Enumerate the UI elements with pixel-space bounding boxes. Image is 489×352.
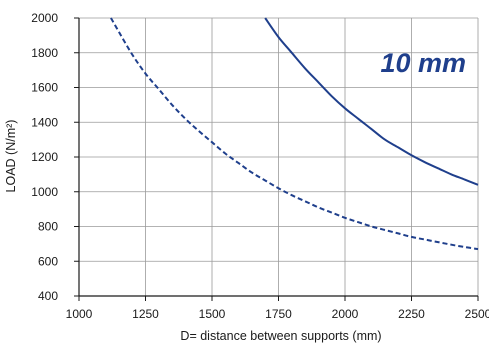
x-axis-label: D= distance between supports (mm)	[180, 329, 381, 343]
x-tick-label: 1500	[199, 307, 226, 321]
y-tick-label: 2000	[31, 11, 58, 25]
y-tick-label: 1800	[31, 46, 58, 60]
y-tick-label: 1200	[31, 150, 58, 164]
series	[110, 17, 479, 251]
x-tick-label: 1750	[265, 307, 292, 321]
thickness-annotation: 10 mm	[380, 48, 466, 78]
x-tick-label: 2500	[465, 307, 489, 321]
y-tick-labels: 400 600 800 1000 1200 1400 1600 1800 2000	[31, 11, 58, 303]
y-tick-label: 600	[38, 254, 58, 268]
y-tick-label: 1600	[31, 81, 58, 95]
y-tick-label: 1000	[31, 185, 58, 199]
grid	[79, 17, 479, 296]
series-line-solid	[264, 17, 479, 186]
x-tick-label: 2250	[398, 307, 425, 321]
x-tick-labels: 1000 1250 1500 1750 2000 2250 2500	[66, 307, 489, 321]
y-tick-label: 1400	[31, 115, 58, 129]
y-tick-label: 800	[38, 220, 58, 234]
y-axis-label: LOAD (N/m²)	[4, 120, 18, 193]
x-tick-label: 1250	[132, 307, 159, 321]
series-line-dashed	[110, 17, 479, 251]
x-tick-label: 2000	[332, 307, 359, 321]
y-tick-label: 400	[38, 289, 58, 303]
x-tick-label: 1000	[66, 307, 93, 321]
axes	[74, 17, 479, 301]
